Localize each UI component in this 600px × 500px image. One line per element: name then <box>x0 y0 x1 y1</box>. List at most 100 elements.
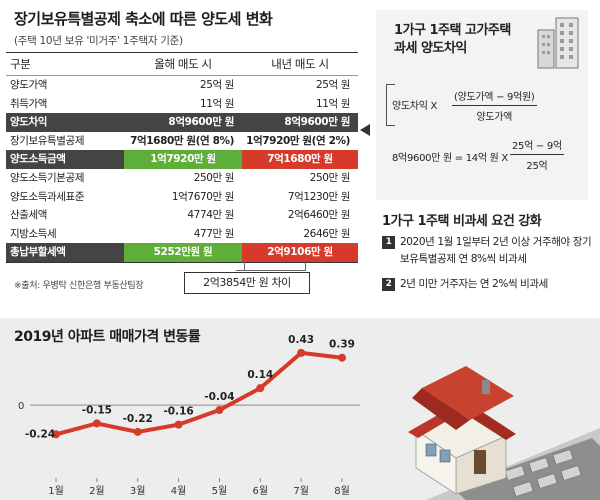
header-category: 구분 <box>10 57 31 71</box>
difference-brace-connector <box>236 262 245 271</box>
house-calculator-image <box>408 366 600 500</box>
table-row-total: 총납부할세액 5252만원 원 2억9106만 원 <box>6 243 358 263</box>
row-next-year: 25억 원 <box>315 79 350 91</box>
price-change-line <box>54 350 344 437</box>
row-next-year: 2646만 원 <box>303 227 350 240</box>
formula1-numerator: (양도가액 − 9억원) <box>454 92 535 103</box>
requirement-text: 2020년 1월 1일부터 2년 이상 거주해야 장기보유특별공제 연 8%씩 … <box>400 236 592 265</box>
formula1-left: 양도차익 X <box>392 101 438 112</box>
row-next-year: 1억7920만 원(연 2%) <box>246 134 350 147</box>
table-row-highlight: 양도소득금액 1억7920만 원 7억1680만 원 <box>6 150 358 169</box>
data-label: 0.14 <box>247 369 273 381</box>
row-label: 양도소득금액 <box>10 153 66 166</box>
row-label: 지방소득세 <box>10 227 57 240</box>
table-row: 양도소득과세표준 1억7670만 원 7억1230만 원 <box>6 188 358 207</box>
header-this-year: 올해 매도 시 <box>154 57 212 71</box>
row-this-year: 25억 원 <box>199 79 234 91</box>
requirements-list: 1 2020년 1월 1일부터 2년 이상 거주해야 장기보유특별공제 연 8%… <box>382 234 594 301</box>
data-label: 0.39 <box>329 339 355 351</box>
formula2-denominator: 25억 <box>526 161 548 172</box>
row-next-year: 8억9600만 원 <box>284 116 350 129</box>
row-this-year: 7억1680만 원(연 8%) <box>130 134 234 147</box>
x-tick-label: 5월 <box>212 485 228 497</box>
row-label: 양도소득과세표준 <box>10 190 85 203</box>
data-point <box>52 430 60 439</box>
row-label: 총납부할세액 <box>10 246 66 259</box>
row-label: 산출세액 <box>10 209 48 222</box>
x-tick-label: 7월 <box>293 485 309 497</box>
table-row: 양도소득기본공제 250만 원 250만 원 <box>6 169 358 188</box>
row-next-year: 7억1230만 원 <box>287 190 351 203</box>
row-this-year: 1억7670만 원 <box>171 190 235 203</box>
x-tick-label: 8월 <box>334 485 350 497</box>
row-this-year: 250만 원 <box>193 171 235 184</box>
data-point <box>256 384 265 393</box>
row-this-year: 1억7920만 원 <box>124 150 242 169</box>
source-note: ※출처: 우병탁 신한은행 부동산팀장 <box>14 281 144 291</box>
x-tick-label: 6월 <box>253 485 269 497</box>
data-point <box>174 420 183 429</box>
formula2-left: 8억9600만 원 = 14억 원 X <box>392 153 508 164</box>
row-next-year: 250만 원 <box>309 171 351 184</box>
table-title: 장기보유특별공제 축소에 따른 양도세 변화 <box>14 10 273 28</box>
data-point <box>338 353 346 362</box>
data-point <box>92 419 101 428</box>
formula2-fraction: 25억 − 9억 25억 <box>510 137 564 172</box>
table-row: 지방소득세 477만 원 2646만 원 <box>6 225 358 244</box>
requirements-title: 1가구 1주택 비과세 요건 강화 <box>382 214 542 229</box>
table-subtitle: (주택 10년 보유 '미거주' 1주택자 기준) <box>14 35 183 47</box>
requirement-number-badge: 2 <box>382 278 395 291</box>
table-row-highlight: 양도차익 8억9600만 원 8억9600만 원 <box>6 113 358 132</box>
data-label: 0.43 <box>288 334 314 346</box>
x-tick-label: 3월 <box>130 485 146 497</box>
row-label: 양도가액 <box>10 79 48 91</box>
data-point <box>215 406 224 415</box>
row-next-year: 11억 원 <box>315 97 350 110</box>
data-label: -0.16 <box>163 406 193 418</box>
requirement-number-badge: 1 <box>382 236 395 249</box>
requirement-item: 2 2년 미만 거주자는 연 2%씩 비과세 <box>382 276 594 293</box>
row-next-year: 2억9106만 원 <box>242 243 358 262</box>
header-next-year: 내년 매도 시 <box>271 57 329 71</box>
chart-title: 2019년 아파트 매매가격 변동률 <box>14 329 201 345</box>
data-label: -0.22 <box>123 413 153 425</box>
table-row: 양도가액 25억 원 25억 원 <box>6 76 358 95</box>
row-label: 취득가액 <box>10 97 48 110</box>
building-icon <box>537 17 579 69</box>
x-tick-label: 2월 <box>89 485 105 497</box>
data-point <box>133 427 142 436</box>
table-row: 장기보유특별공제 7억1680만 원(연 8%) 1억7920만 원(연 2%) <box>6 132 358 151</box>
row-this-year: 477만 원 <box>193 227 235 240</box>
formula1-fraction: (양도가액 − 9억원) 양도가액 <box>452 88 537 123</box>
formula-title-line1: 1가구 1주택 고가주택 <box>394 23 511 38</box>
data-point <box>297 348 306 357</box>
data-label: -0.15 <box>82 404 112 416</box>
price-change-chart: 0 -0.24 1월 -0.15 2월 -0.22 3월 -0.16 4월 -0.04 5월 0.1… <box>18 334 360 497</box>
data-label: -0.24 <box>25 428 55 440</box>
table-row: 산출세액 4774만 원 2억6460만 원 <box>6 206 358 225</box>
formula1-denominator: 양도가액 <box>476 112 513 123</box>
row-this-year: 8억9600만 원 <box>168 116 234 129</box>
row-label: 장기보유특별공제 <box>10 134 85 147</box>
data-label: -0.04 <box>204 391 234 403</box>
pointer-arrow-icon <box>360 124 370 136</box>
row-label: 양도소득기본공제 <box>10 171 85 184</box>
chart-marks: -0.24 1월 -0.15 2월 -0.22 3월 -0.16 4월 -0.04 5월 0.14 6… <box>25 334 355 497</box>
row-next-year: 2억6460만 원 <box>287 209 351 222</box>
row-next-year: 7억1680만 원 <box>242 150 358 169</box>
fraction-line <box>510 154 564 155</box>
requirement-item: 1 2020년 1월 1일부터 2년 이상 거주해야 장기보유특별공제 연 8%… <box>382 234 594 268</box>
table-header-row: 구분 올해 매도 시 내년 매도 시 <box>6 52 358 76</box>
x-tick-label: 4월 <box>171 485 187 497</box>
row-this-year: 4774만 원 <box>187 209 234 222</box>
formula-title-line2: 과세 양도차익 <box>394 41 467 56</box>
difference-brace-this-year <box>244 262 306 271</box>
requirement-text: 2년 미만 거주자는 연 2%씩 비과세 <box>400 278 548 290</box>
x-tick-label: 1월 <box>48 485 64 497</box>
table-row: 취득가액 11억 원 11억 원 <box>6 95 358 114</box>
zero-axis-label: 0 <box>18 401 24 412</box>
formula2-numerator: 25억 − 9억 <box>512 141 562 152</box>
difference-box: 2억3854만 원 차이 <box>184 272 310 294</box>
tax-table: 구분 올해 매도 시 내년 매도 시 양도가액 25억 원 25억 원 취득가액… <box>6 52 358 263</box>
row-this-year: 5252만원 원 <box>124 243 242 262</box>
